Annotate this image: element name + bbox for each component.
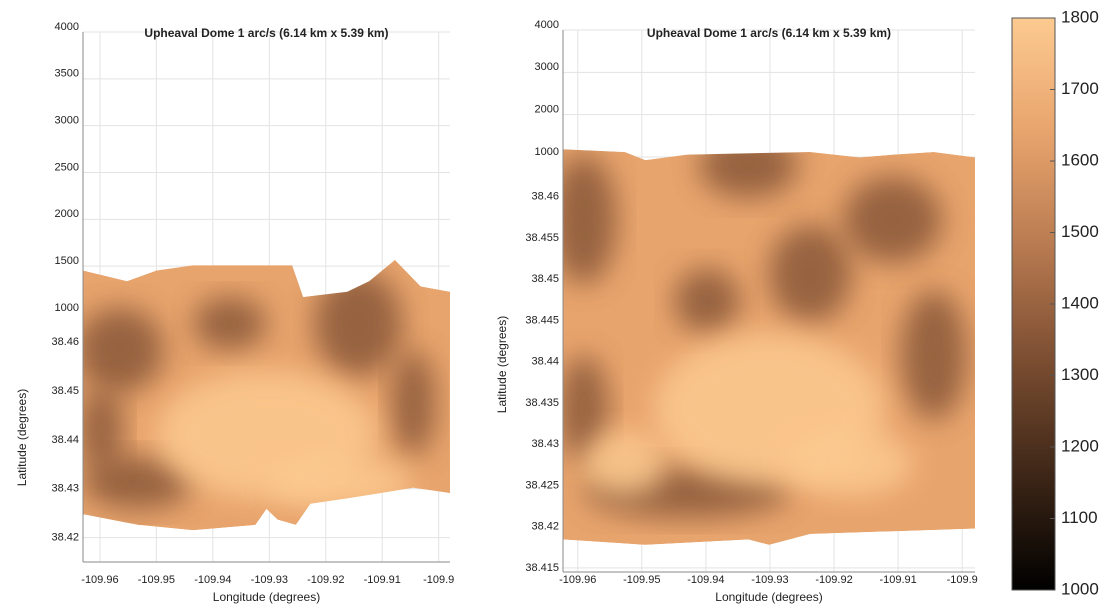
- x-tick-label: -109.95: [623, 574, 660, 586]
- surface-shade: [843, 176, 942, 263]
- surface: [76, 260, 450, 530]
- x-tick-label: -109.9: [947, 574, 978, 586]
- surface-shade: [79, 387, 123, 472]
- y-axis-label: Latitude (degrees): [15, 389, 29, 486]
- colorbar-tick-label: 1700: [1061, 79, 1099, 98]
- surface-shade: [76, 308, 164, 393]
- z-tick-label: 2000: [535, 104, 559, 116]
- x-tick-label: -109.92: [307, 574, 344, 586]
- y-tick-label: 38.42: [531, 521, 559, 533]
- z-tick-label: 3500: [55, 68, 79, 80]
- x-tick-label: -109.94: [687, 574, 724, 586]
- panel: -109.96 -109.95 -109.94 -109.93 -109.92 -109.…: [495, 19, 978, 604]
- colorbar-tick-label: 1800: [1061, 7, 1099, 26]
- surface-highlight: [267, 456, 414, 509]
- panel: -109.96 -109.95 -109.94 -109.93 -109.92 -109.…: [15, 21, 454, 604]
- surface-shade: [193, 297, 266, 350]
- colorbar-tick-label: 1600: [1061, 150, 1099, 169]
- surface-shade: [699, 133, 798, 198]
- surface: [551, 133, 975, 545]
- z-tick-label: 1000: [535, 146, 559, 158]
- x-tick-label: -109.95: [138, 574, 175, 586]
- surface-shade: [391, 350, 435, 456]
- surface-highlight: [584, 431, 666, 496]
- x-axis-label: Longitude (degrees): [213, 590, 320, 604]
- y-tick-label: 38.43: [51, 483, 79, 495]
- colorbar-tick-label: 1300: [1061, 365, 1099, 384]
- x-tick-label: -109.94: [194, 574, 231, 586]
- y-tick-label: 38.445: [525, 314, 559, 326]
- y-tick-label: 38.42: [51, 531, 79, 543]
- x-tick-label: -109.92: [815, 574, 852, 586]
- x-axis-label: Longitude (degrees): [715, 590, 822, 604]
- z-tick-label: 2000: [55, 208, 79, 220]
- surface-shade: [901, 290, 967, 420]
- y-tick-label: 38.45: [51, 385, 79, 397]
- x-tick-label: -109.96: [81, 574, 118, 586]
- z-tick-label: 4000: [535, 19, 559, 31]
- x-tick-label: -109.93: [751, 574, 788, 586]
- y-axis-label: Latitude (degrees): [495, 316, 509, 413]
- x-tick-label: -109.91: [879, 574, 916, 586]
- y-tick-label: 38.46: [531, 191, 559, 203]
- surface-shade: [674, 268, 740, 333]
- z-tick-label: 3000: [535, 61, 559, 73]
- colorbar-tick-label: 1500: [1061, 222, 1099, 241]
- y-tick-label: 38.435: [525, 397, 559, 409]
- x-tick-label: -109.9: [423, 574, 454, 586]
- x-tick-label: -109.96: [559, 574, 596, 586]
- y-tick-label: 38.45: [531, 273, 559, 285]
- y-tick-label: 38.455: [525, 232, 559, 244]
- chart-title: Upheaval Dome 1 arc/s (6.14 km x 5.39 km…: [144, 26, 388, 40]
- z-tick-label: 3000: [55, 115, 79, 127]
- figure: -109.96 -109.95 -109.94 -109.93 -109.92 -109.…: [0, 0, 1110, 609]
- y-tick-label: 38.44: [51, 434, 79, 446]
- colorbar-tick-label: 1100: [1061, 508, 1098, 527]
- colorbar-tick-label: 1400: [1061, 293, 1099, 312]
- z-tick-label: 1000: [55, 302, 79, 314]
- surface-shade: [314, 271, 402, 377]
- z-tick-label: 4000: [55, 21, 79, 33]
- surface-highlight: [790, 431, 914, 496]
- y-tick-label: 38.46: [51, 336, 79, 348]
- surface-shade: [769, 225, 851, 323]
- colorbar: [1012, 18, 1055, 590]
- colorbar-tick-label: 1000: [1061, 579, 1099, 598]
- y-tick-label: 38.44: [531, 356, 559, 368]
- x-tick-label: -109.93: [251, 574, 288, 586]
- chart-title: Upheaval Dome 1 arc/s (6.14 km x 5.39 km…: [647, 26, 891, 40]
- x-tick-label: -109.91: [364, 574, 401, 586]
- z-tick-label: 1500: [55, 255, 79, 267]
- y-tick-label: 38.415: [525, 562, 559, 574]
- y-tick-label: 38.425: [525, 479, 559, 491]
- z-tick-label: 2500: [55, 161, 79, 173]
- colorbar-tick-label: 1200: [1061, 436, 1099, 455]
- y-tick-label: 38.43: [531, 438, 559, 450]
- surface-shade: [551, 155, 617, 285]
